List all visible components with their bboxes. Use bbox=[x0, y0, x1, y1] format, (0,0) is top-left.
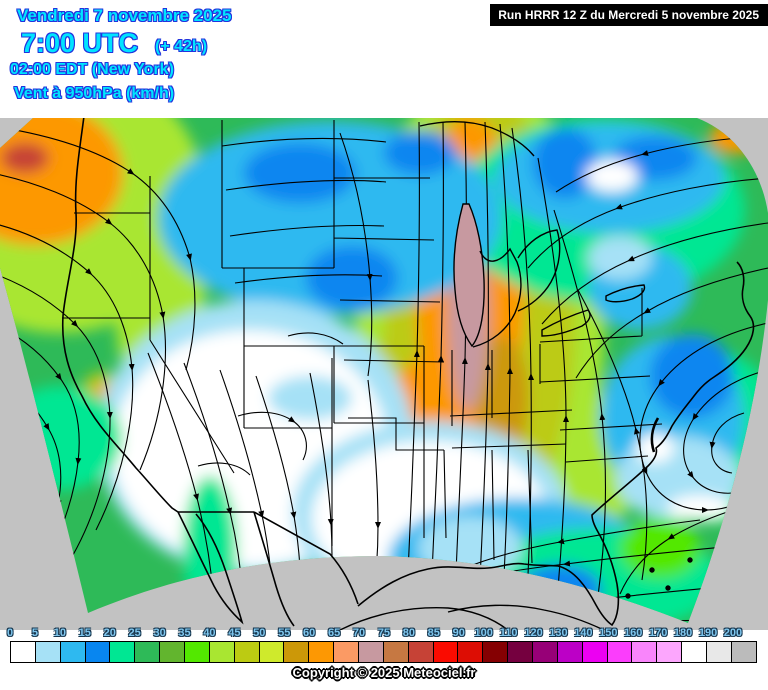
legend-tick-label: 140 bbox=[574, 627, 593, 639]
great-lakes bbox=[419, 121, 646, 348]
legend-cell bbox=[657, 642, 683, 662]
legend-cell bbox=[35, 642, 61, 662]
state-borders bbox=[62, 120, 663, 564]
legend-cell bbox=[533, 642, 558, 662]
gray-area-coastlines bbox=[339, 557, 693, 634]
legend-tick-label: 50 bbox=[253, 627, 266, 639]
wind-map-svg bbox=[0, 115, 768, 634]
legend-tick-label: 90 bbox=[452, 627, 465, 639]
legend-cell bbox=[334, 642, 360, 662]
legend-cell bbox=[682, 642, 708, 662]
legend-tick-label: 110 bbox=[499, 627, 518, 639]
legend-tick-label: 130 bbox=[549, 627, 568, 639]
legend-cell bbox=[209, 642, 235, 662]
legend-tick-label: 35 bbox=[178, 627, 191, 639]
legend-tick-label: 100 bbox=[474, 627, 493, 639]
legend-tick-label: 85 bbox=[427, 627, 440, 639]
legend-cell bbox=[458, 642, 484, 662]
legend-tick-label: 0 bbox=[6, 627, 14, 639]
legend-tick-label: 75 bbox=[377, 627, 391, 639]
legend-cell bbox=[185, 642, 210, 662]
legend-tick-label: 65 bbox=[327, 627, 341, 639]
parameter-label: Vent à 950hPa (km/h) bbox=[14, 85, 175, 102]
legend-cell bbox=[508, 642, 534, 662]
legend-tick-label: 150 bbox=[599, 627, 618, 639]
legend-cell bbox=[135, 642, 161, 662]
legend-bar bbox=[10, 641, 757, 663]
legend-tick-label: 180 bbox=[673, 627, 693, 639]
legend-cell bbox=[582, 642, 608, 662]
legend-cell bbox=[85, 642, 111, 662]
wind-speed-shading bbox=[0, 118, 768, 623]
legend-cell bbox=[284, 642, 310, 662]
legend-cell bbox=[259, 642, 285, 662]
legend-tick-label: 20 bbox=[103, 627, 116, 639]
legend-cell bbox=[160, 642, 186, 662]
forecast-time-utc: 7:00 UTC bbox=[21, 28, 139, 58]
legend-tick-label: 70 bbox=[352, 627, 366, 639]
legend-cell bbox=[731, 642, 756, 662]
model-run-info: Run HRRR 12 Z du Mercredi 5 novembre 202… bbox=[490, 4, 768, 26]
legend-tick-label: 10 bbox=[53, 627, 66, 639]
legend-tick-label: 25 bbox=[128, 627, 141, 639]
legend-cell bbox=[707, 642, 732, 662]
legend-tick-label: 40 bbox=[203, 627, 216, 639]
legend-cell bbox=[11, 642, 36, 662]
forecast-local-time: 02:00 EDT (New York) bbox=[10, 61, 174, 78]
legend-tick-label: 80 bbox=[402, 627, 415, 639]
legend-tick-label: 160 bbox=[624, 627, 643, 639]
legend-tick-label: 45 bbox=[228, 627, 241, 639]
legend-cell bbox=[607, 642, 633, 662]
coastlines bbox=[61, 115, 755, 627]
legend-tick-label: 200 bbox=[723, 627, 743, 639]
forecast-offset: (+ 42h) bbox=[155, 38, 208, 55]
wind-map bbox=[0, 115, 768, 634]
copyright-text: Copyright © 2025 Meteociel.fr bbox=[292, 665, 476, 680]
legend-tick-label: 120 bbox=[524, 627, 543, 639]
legend-tick-label: 170 bbox=[648, 627, 668, 639]
legend-tick-label: 190 bbox=[698, 627, 718, 639]
legend-tick-label: 60 bbox=[303, 627, 316, 639]
legend-tick-label: 15 bbox=[78, 627, 91, 639]
forecast-date: Vendredi 7 novembre 2025 bbox=[17, 6, 232, 25]
legend-cell bbox=[383, 642, 409, 662]
legend-labels: 0 5 10 15 20 25 30 35 40 45 50 55 60 65 70 75 80 85 90 100 1… bbox=[0, 627, 768, 640]
legend-cell bbox=[557, 642, 583, 662]
legend-tick-label: 55 bbox=[278, 627, 291, 639]
legend-tick-label: 30 bbox=[153, 627, 166, 639]
legend-cell bbox=[309, 642, 335, 662]
legend-cell bbox=[60, 642, 86, 662]
legend-cell bbox=[408, 642, 434, 662]
legend-cell bbox=[433, 642, 459, 662]
legend-cell bbox=[359, 642, 384, 662]
legend-cell bbox=[234, 642, 260, 662]
legend-cell bbox=[110, 642, 136, 662]
legend-cell bbox=[632, 642, 658, 662]
legend-tick-label: 5 bbox=[31, 627, 38, 639]
legend-cell bbox=[483, 642, 509, 662]
